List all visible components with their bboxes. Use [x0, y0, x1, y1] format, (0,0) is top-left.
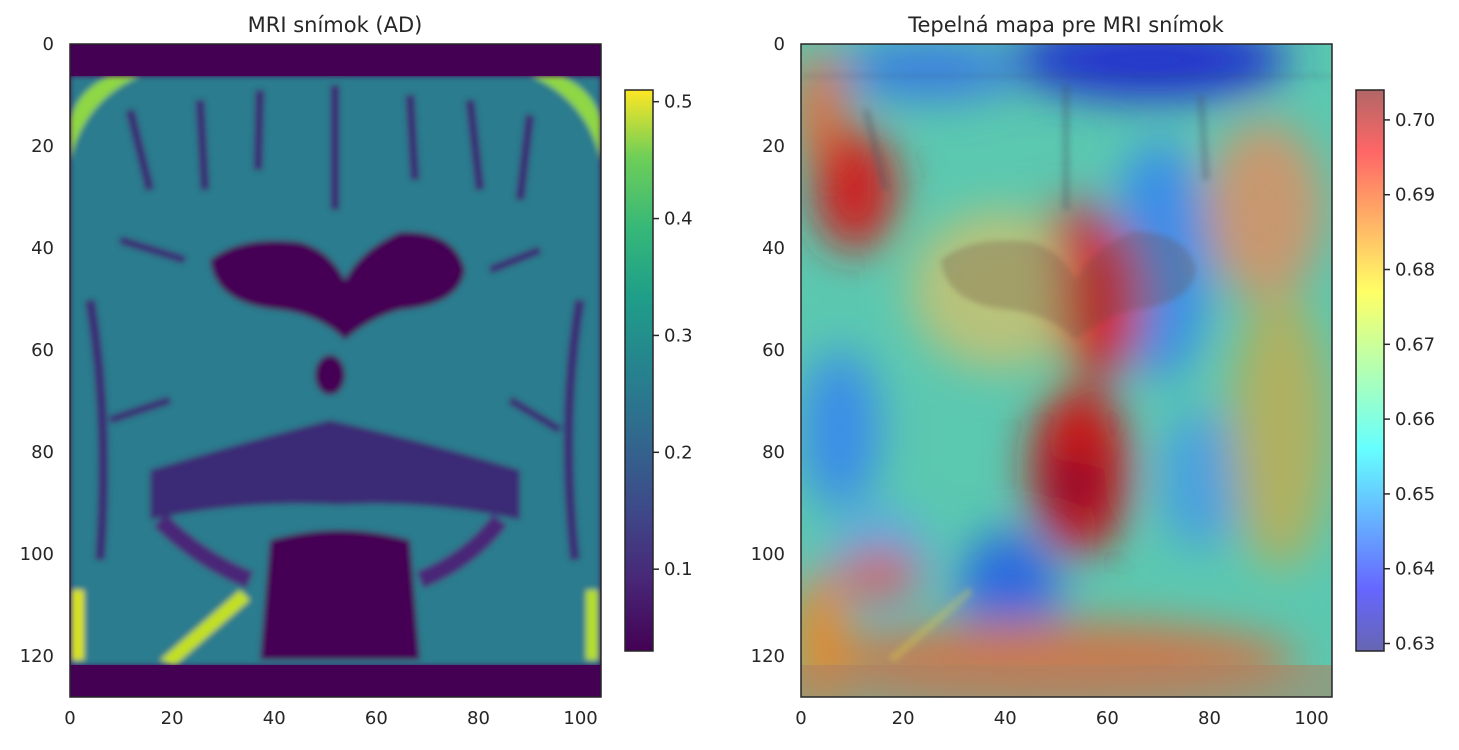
mri-colorbar-frame: [624, 89, 654, 652]
mri-colorbar-tick-label: 0.2: [664, 442, 693, 463]
mri-colorbar-tick-label: 0.1: [664, 559, 693, 580]
mri-y-tick-label: 40: [31, 238, 54, 259]
heatmap-x-tick-label: 60: [1096, 708, 1119, 729]
mri-colorbar-tick-label: 0.4: [664, 209, 693, 230]
heatmap-x-tick-label: 20: [892, 708, 915, 729]
mri-image: [70, 44, 601, 697]
heatmap-y-axis: 0 20 40 60 80 100 120: [751, 34, 785, 667]
heatmap-y-tick-label: 20: [762, 136, 785, 157]
heatmap-colorbar-tick-label: 0.68: [1395, 260, 1435, 281]
heatmap-y-tick-label: 60: [762, 340, 785, 361]
heatmap-x-tick-label: 0: [795, 708, 806, 729]
heatmap-colorbar-tick-label: 0.67: [1395, 334, 1435, 355]
mri-colorbar-tick-label: 0.3: [664, 325, 693, 346]
mri-colorbar-tick-label: 0.5: [664, 92, 693, 113]
heatmap-image: [801, 44, 1332, 697]
heatmap-x-tick-label: 40: [994, 708, 1017, 729]
heatmap-y-tick-label: 120: [751, 646, 785, 667]
heatmap-colorbar: 0.70 0.69 0.68 0.67 0.66 0.65 0.64 0.63: [1355, 89, 1435, 655]
heatmap-colorbar-tick-label: 0.65: [1395, 484, 1435, 505]
heatmap-x-tick-label: 100: [1294, 708, 1328, 729]
mri-x-tick-label: 0: [64, 708, 75, 729]
mri-panel-title: MRI snímok (AD): [248, 13, 423, 37]
heatmap-y-tick-label: 100: [751, 544, 785, 565]
heatmap-y-tick-label: 40: [762, 238, 785, 259]
mri-axes-frame: [69, 43, 602, 698]
mri-x-tick-label: 20: [161, 708, 184, 729]
mri-colorbar: 0.1 0.2 0.3 0.4 0.5: [624, 89, 693, 652]
heatmap-colorbar-gradient: [1356, 90, 1384, 651]
heatmap-colorbar-tick-label: 0.63: [1395, 634, 1435, 655]
heatmap-colorbar-tick-label: 0.66: [1395, 409, 1435, 430]
mri-x-tick-label: 60: [365, 708, 388, 729]
mri-panel: MRI snímok (AD): [20, 13, 693, 729]
mri-y-tick-label: 0: [43, 34, 54, 55]
heatmap-panel: Tepelná mapa pre MRI snímok: [751, 13, 1435, 729]
mri-y-axis: 0 20 40 60 80 100 120: [20, 34, 54, 667]
mri-x-tick-label: 100: [563, 708, 597, 729]
heatmap-y-tick-label: 0: [774, 34, 785, 55]
heatmap-colorbar-tick-label: 0.70: [1395, 110, 1435, 131]
heatmap-colorbar-frame: [1355, 89, 1385, 652]
heatmap-axes-frame: [800, 43, 1333, 698]
mri-y-tick-label: 20: [31, 136, 54, 157]
heatmap-y-tick-label: 80: [762, 442, 785, 463]
mri-y-tick-label: 100: [20, 544, 54, 565]
mri-x-tick-label: 80: [467, 708, 490, 729]
heatmap-x-axis: 0 20 40 60 80 100: [795, 708, 1328, 729]
mri-colorbar-gradient: [625, 90, 653, 651]
mri-x-axis: 0 20 40 60 80 100: [64, 708, 597, 729]
heatmap-panel-title: Tepelná mapa pre MRI snímok: [907, 13, 1224, 37]
mri-x-tick-label: 40: [263, 708, 286, 729]
mri-y-tick-label: 80: [31, 442, 54, 463]
heatmap-colorbar-tick-label: 0.69: [1395, 185, 1435, 206]
mri-y-tick-label: 60: [31, 340, 54, 361]
mri-y-tick-label: 120: [20, 646, 54, 667]
heatmap-x-tick-label: 80: [1198, 708, 1221, 729]
heatmap-colorbar-tick-label: 0.64: [1395, 559, 1435, 580]
